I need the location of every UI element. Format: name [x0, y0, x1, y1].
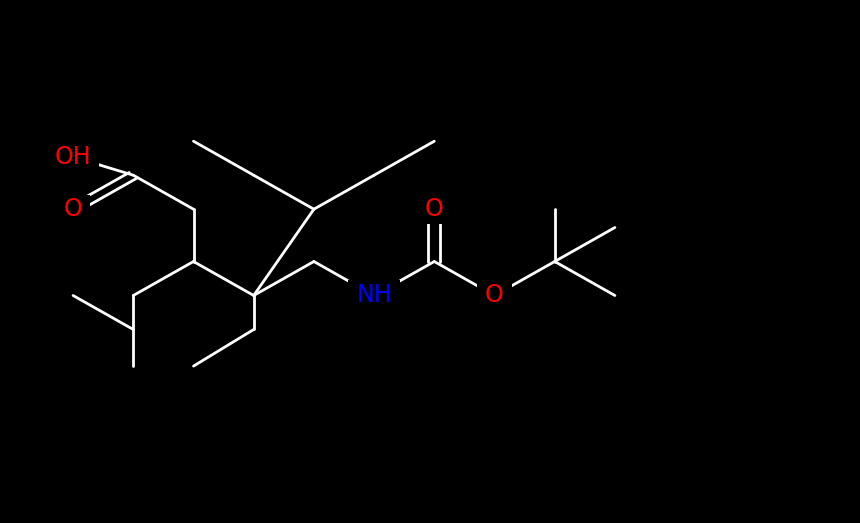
Text: O: O	[64, 197, 83, 221]
Text: NH: NH	[356, 283, 392, 308]
FancyBboxPatch shape	[56, 195, 90, 224]
FancyBboxPatch shape	[348, 280, 400, 311]
Text: O: O	[485, 283, 504, 308]
Text: O: O	[425, 197, 444, 221]
FancyBboxPatch shape	[417, 195, 452, 224]
FancyBboxPatch shape	[477, 281, 512, 310]
FancyBboxPatch shape	[47, 141, 99, 173]
Text: OH: OH	[55, 145, 91, 169]
